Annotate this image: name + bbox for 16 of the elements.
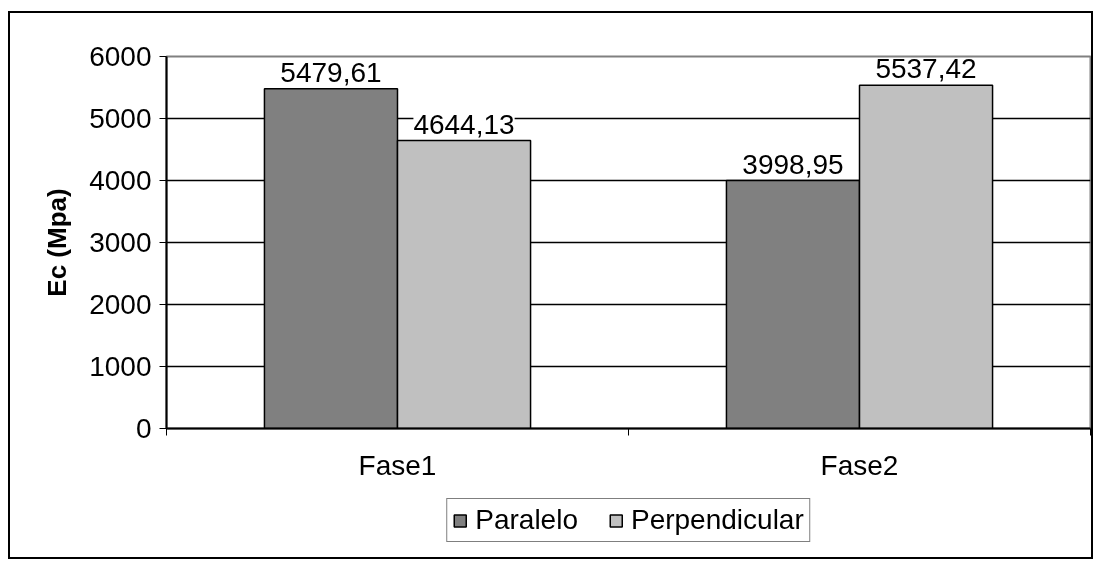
legend-label: Paralelo [475,504,578,536]
x-tick-label: Fase1 [358,449,437,481]
data-label: 4644,13 [413,108,515,140]
data-label: 3998,95 [742,148,844,180]
x-tick-label: Fase2 [820,449,899,481]
legend-label: Perpendicular [630,504,804,536]
y-tick-label: 5000 [89,103,152,134]
y-tick-label: 0 [135,413,152,444]
y-tick-label: 4000 [89,165,152,196]
y-tick-label: 6000 [89,41,152,72]
y-tick-label: 2000 [89,289,152,320]
y-tick-label: 1000 [89,351,152,382]
y-tick-label: 3000 [89,227,152,258]
data-label: 5537,42 [875,53,977,85]
y-axis-title: Ec (Mpa) [42,188,73,297]
data-label: 5479,61 [280,56,382,88]
